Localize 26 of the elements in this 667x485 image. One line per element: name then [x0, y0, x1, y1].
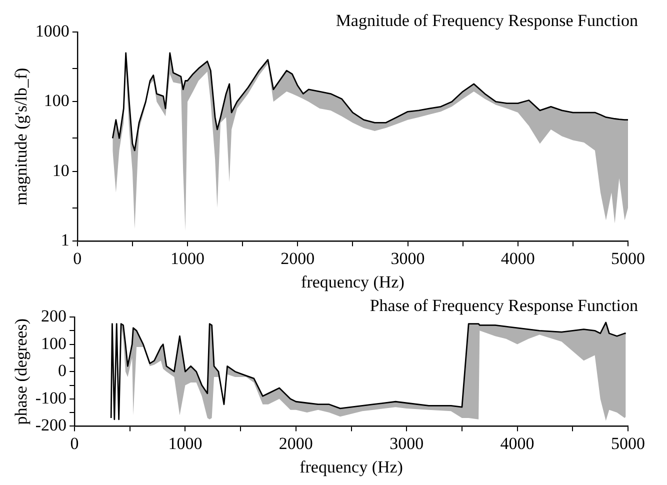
chart-title: Phase of Frequency Response Function	[370, 296, 638, 315]
x-tick-label: 4000	[500, 434, 534, 453]
y-axis-title: magnitude (g's/lb_f)	[12, 68, 31, 206]
x-axis-title: frequency (Hz)	[301, 272, 404, 292]
x-tick-label: 1000	[170, 248, 205, 268]
x-tick-label: 3000	[390, 434, 424, 453]
y-tick-label: -200	[35, 416, 67, 435]
y-tick-label: -100	[35, 388, 67, 408]
x-tick-label: 3000	[390, 248, 425, 268]
x-tick-label: 5000	[611, 434, 645, 453]
x-tick-label: 2000	[280, 248, 315, 268]
y-tick-label: 0	[58, 361, 67, 380]
x-tick-label: 5000	[611, 248, 645, 268]
x-tick-label: 4000	[500, 248, 535, 268]
chart-title: Magnitude of Frequency Response Function	[336, 10, 638, 30]
x-tick-label: 2000	[278, 434, 313, 453]
y-tick-label: 100	[41, 334, 67, 353]
x-axis-title: frequency (Hz)	[300, 457, 403, 476]
y-tick-label: 10	[52, 160, 70, 180]
x-tick-label: 1000	[168, 434, 202, 453]
y-tick-label: 1	[60, 230, 70, 250]
y-tick-label: 100	[44, 91, 70, 110]
x-tick-label: 0	[73, 248, 82, 268]
y-tick-label: 200	[41, 306, 67, 326]
y-axis-title: phase (degrees)	[12, 318, 31, 425]
y-tick-label: 1000	[35, 21, 70, 40]
